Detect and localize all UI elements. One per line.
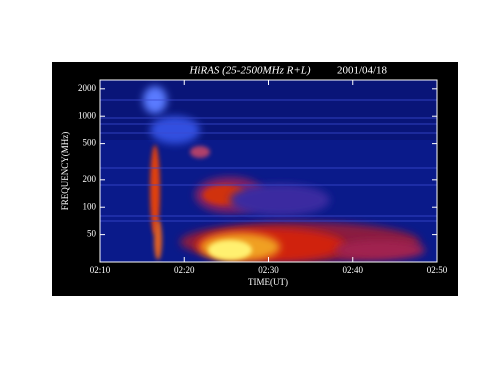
x-tick-label: 02:10 bbox=[90, 265, 111, 275]
y-tick-label: 50 bbox=[87, 229, 97, 239]
y-axis-label: FREQUENCY(MHz) bbox=[60, 132, 70, 211]
y-tick-label: 200 bbox=[83, 174, 97, 184]
chart-title: HiRAS (25-2500MHz R+L) bbox=[188, 65, 310, 77]
y-tick-label: 2000 bbox=[78, 83, 97, 93]
y-tick-label: 500 bbox=[83, 138, 97, 148]
spectrogram bbox=[100, 80, 437, 262]
x-axis-label: TIME(UT) bbox=[248, 277, 288, 287]
x-tick-label: 02:20 bbox=[174, 265, 195, 275]
x-tick-label: 02:40 bbox=[342, 265, 363, 275]
x-tick-label: 02:50 bbox=[427, 265, 448, 275]
x-tick-label: 02:30 bbox=[258, 265, 279, 275]
chart-date: 2001/04/18 bbox=[337, 65, 388, 77]
y-tick-label: 1000 bbox=[78, 110, 97, 120]
y-tick-label: 100 bbox=[83, 201, 97, 211]
